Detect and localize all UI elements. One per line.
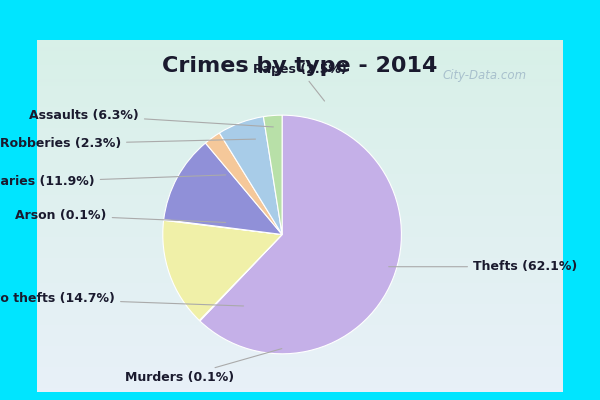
Wedge shape — [200, 115, 401, 354]
Text: Arson (0.1%): Arson (0.1%) — [16, 209, 226, 222]
Wedge shape — [263, 115, 282, 234]
Wedge shape — [205, 133, 282, 234]
Text: Assaults (6.3%): Assaults (6.3%) — [29, 109, 274, 127]
Wedge shape — [220, 117, 282, 234]
Wedge shape — [199, 234, 282, 321]
Wedge shape — [164, 143, 282, 234]
Text: Murders (0.1%): Murders (0.1%) — [125, 349, 282, 384]
Text: Burglaries (11.9%): Burglaries (11.9%) — [0, 175, 226, 188]
Text: Rapes (2.5%): Rapes (2.5%) — [253, 63, 347, 101]
Text: Thefts (62.1%): Thefts (62.1%) — [389, 260, 577, 273]
Wedge shape — [164, 220, 282, 234]
Text: Auto thefts (14.7%): Auto thefts (14.7%) — [0, 292, 244, 306]
Text: City-Data.com: City-Data.com — [443, 69, 527, 82]
Wedge shape — [163, 220, 282, 320]
Text: Crimes by type - 2014: Crimes by type - 2014 — [163, 56, 437, 76]
Text: Robberies (2.3%): Robberies (2.3%) — [0, 137, 256, 150]
